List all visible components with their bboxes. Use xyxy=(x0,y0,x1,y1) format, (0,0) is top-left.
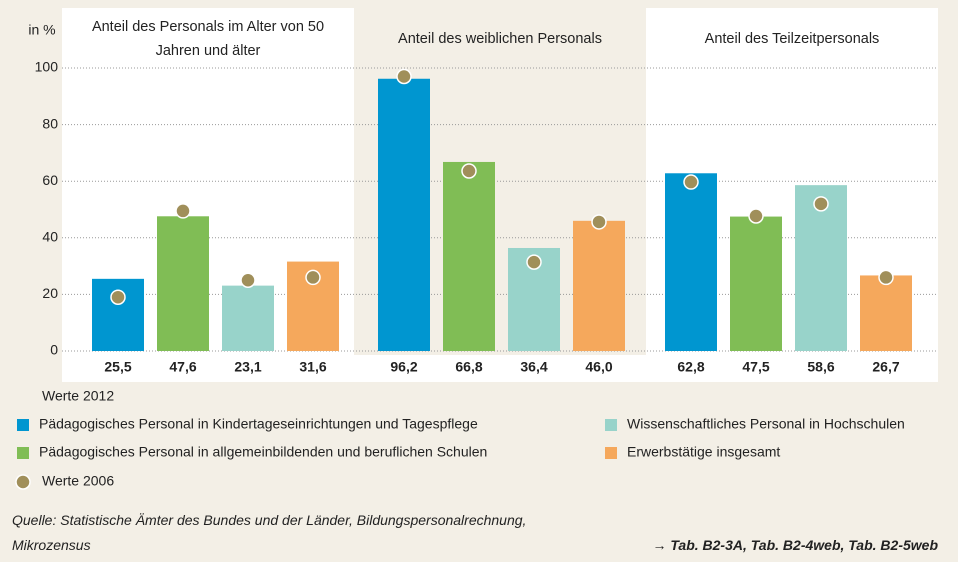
value-label: 26,7 xyxy=(872,359,899,375)
marker-2006 xyxy=(683,174,699,190)
bar xyxy=(378,78,430,351)
legend-label: Erwerbstätige insgesamt xyxy=(627,444,780,460)
reference: → Tab. B2-3A, Tab. B2-4web, Tab. B2-5web xyxy=(652,537,939,553)
legend-swatch xyxy=(605,419,617,431)
y-tick-label: 20 xyxy=(42,285,58,301)
legend-swatch xyxy=(17,419,29,431)
bar xyxy=(443,161,495,351)
bar xyxy=(157,216,209,351)
marker-2006 xyxy=(878,269,894,286)
marker-2006 xyxy=(461,163,477,179)
marker-2006 xyxy=(396,68,412,85)
legend-label: Pädagogisches Personal in Kindertagesein… xyxy=(39,416,478,432)
group-title: Anteil des Teilzeitpersonals xyxy=(704,31,880,47)
bar xyxy=(665,173,717,351)
y-axis-label: in % xyxy=(28,22,55,38)
legend-swatch xyxy=(605,447,617,459)
value-label: 46,0 xyxy=(585,359,612,375)
source: Quelle: Statistische Ämter des Bundes un… xyxy=(12,512,527,528)
legend-label: Werte 2006 xyxy=(42,473,114,489)
marker-2006 xyxy=(526,254,542,270)
marker-2006 xyxy=(813,196,829,212)
marker-2006 xyxy=(305,269,321,286)
bar xyxy=(730,216,782,351)
y-tick-label: 60 xyxy=(42,172,58,188)
value-label: 62,8 xyxy=(677,359,704,375)
value-label: 31,6 xyxy=(299,359,326,375)
value-label: 66,8 xyxy=(455,359,482,375)
marker-2006 xyxy=(110,289,126,305)
value-label: 36,4 xyxy=(520,359,547,375)
marker-2006 xyxy=(175,203,191,219)
legend-heading: Werte 2012 xyxy=(42,388,114,404)
y-tick-label: 40 xyxy=(42,229,58,245)
value-label: 96,2 xyxy=(390,359,417,375)
bar xyxy=(860,275,912,351)
group-title: Anteil des weiblichen Personals xyxy=(398,31,602,47)
legend-swatch xyxy=(17,447,29,459)
legend-label: Wissenschaftliches Personal in Hochschul… xyxy=(627,416,905,432)
value-label: 58,6 xyxy=(807,359,834,375)
bar xyxy=(573,220,625,351)
bar xyxy=(222,285,274,351)
marker-2006 xyxy=(240,272,256,288)
value-label: 47,5 xyxy=(742,359,769,375)
legend-label: Pädagogisches Personal in allgemeinbilde… xyxy=(39,444,487,460)
group-title: Anteil des Personals im Alter von 50 Jah… xyxy=(91,19,325,59)
marker-2006 xyxy=(748,208,764,224)
y-tick-label: 0 xyxy=(50,342,58,358)
value-label: 47,6 xyxy=(169,359,196,375)
value-label: 23,1 xyxy=(234,359,261,375)
legend-marker xyxy=(15,474,31,490)
value-label: 25,5 xyxy=(104,359,131,375)
y-tick-label: 100 xyxy=(35,59,59,75)
y-tick-label: 80 xyxy=(42,115,58,131)
marker-2006 xyxy=(591,214,607,230)
bar xyxy=(795,185,847,351)
source: Mikrozensus xyxy=(12,537,91,553)
value-label-row xyxy=(62,355,938,382)
